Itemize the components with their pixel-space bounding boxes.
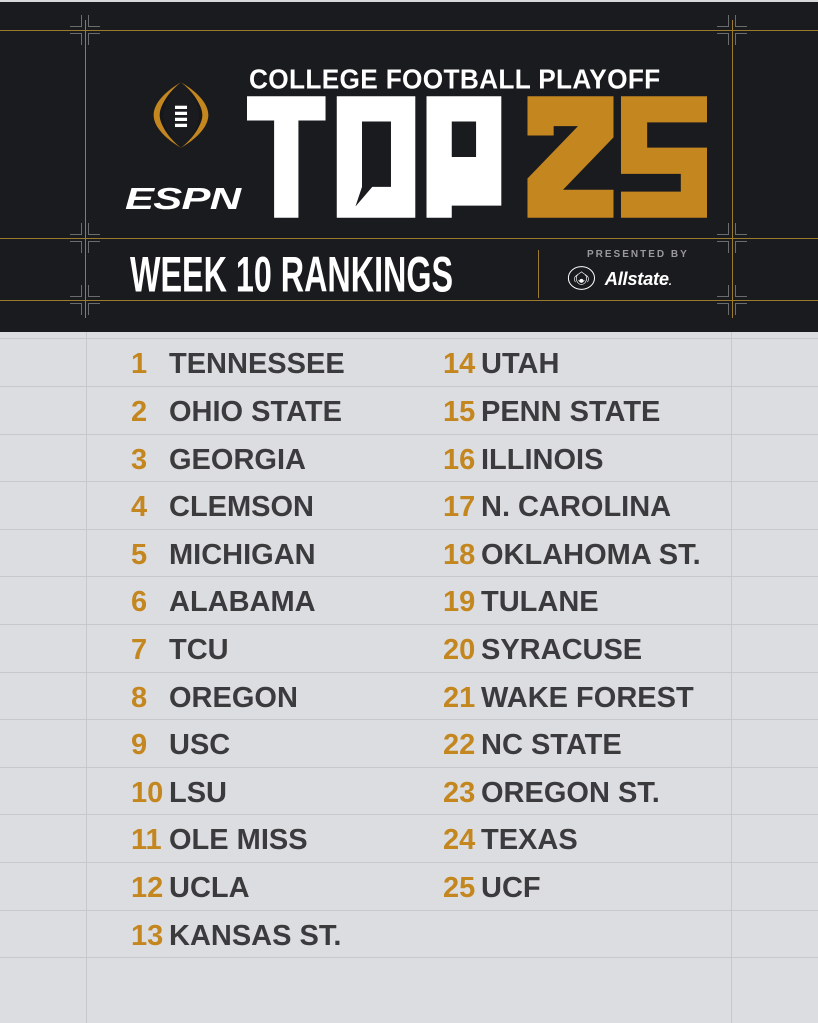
- svg-text:Allstate.: Allstate.: [604, 268, 672, 289]
